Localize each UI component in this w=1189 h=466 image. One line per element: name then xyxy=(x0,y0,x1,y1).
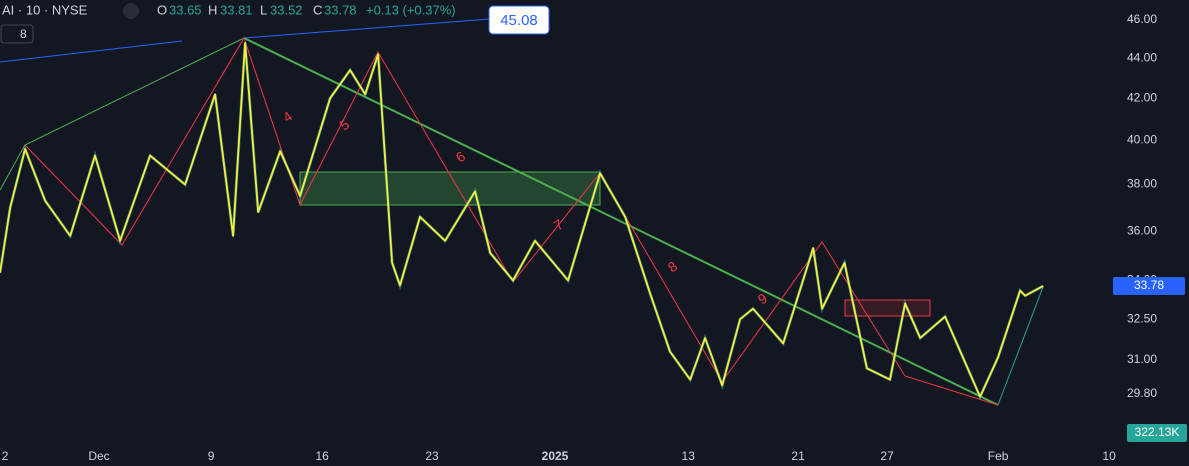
volume-label: 322.13K xyxy=(1135,425,1180,439)
high: 33.81 xyxy=(220,2,253,17)
x-tick-label: Feb xyxy=(988,449,1009,463)
low: 33.52 xyxy=(270,2,303,17)
trend-line xyxy=(243,37,999,406)
x-tick-label: 10 xyxy=(1102,449,1116,463)
toggle[interactable] xyxy=(123,3,139,19)
y-tick-label: 42.00 xyxy=(1127,91,1157,105)
price-tag xyxy=(1113,276,1185,295)
price-tag-label: 33.78 xyxy=(1134,278,1164,292)
y-tick-label: 46.00 xyxy=(1127,12,1157,26)
x-tick-label: 27 xyxy=(880,449,894,463)
volume-tag xyxy=(1127,424,1187,442)
h-label: H xyxy=(208,2,217,17)
callout: 45.08 xyxy=(500,12,538,29)
x-tick-label: 16 xyxy=(315,449,329,463)
y-tick-label: 40.00 xyxy=(1127,133,1157,147)
y-tick-label: 36.00 xyxy=(1127,223,1157,237)
price-axis xyxy=(1110,0,1189,466)
y-tick-label: 44.00 xyxy=(1127,50,1157,64)
trend-line xyxy=(243,18,491,39)
y-tick-label: 32.50 xyxy=(1127,311,1157,325)
plot xyxy=(0,41,1044,401)
x-tick-label: 13 xyxy=(682,449,696,463)
x-tick-label: 2025 xyxy=(542,449,569,463)
open: 33.65 xyxy=(169,2,202,17)
o-label: O xyxy=(157,2,167,17)
indicator-box[interactable] xyxy=(0,24,34,44)
y-tick-label: 38.00 xyxy=(1127,177,1157,191)
callout-box xyxy=(488,5,550,35)
trend-line xyxy=(997,286,1044,406)
y-tick-label: 29.80 xyxy=(1127,386,1157,400)
x-tick-label: 23 xyxy=(425,449,439,463)
change: +0.13 (+0.37%) xyxy=(366,2,456,17)
x-tick-label: 2 xyxy=(2,449,9,463)
indicator-count: 8 xyxy=(20,27,27,41)
x-tick-label: 9 xyxy=(208,449,215,463)
l-label: L xyxy=(260,2,267,17)
zone xyxy=(299,171,601,206)
x-tick-label: 21 xyxy=(791,449,805,463)
symbol: AI · 10 · NYSE xyxy=(2,2,88,17)
c-label: C xyxy=(313,2,322,17)
trend-line xyxy=(0,40,183,63)
zone xyxy=(844,299,931,317)
y-tick-label: 31.00 xyxy=(1127,352,1157,366)
price-line xyxy=(0,41,1044,398)
close: 33.78 xyxy=(324,2,357,17)
x-tick-label: Dec xyxy=(88,449,109,463)
